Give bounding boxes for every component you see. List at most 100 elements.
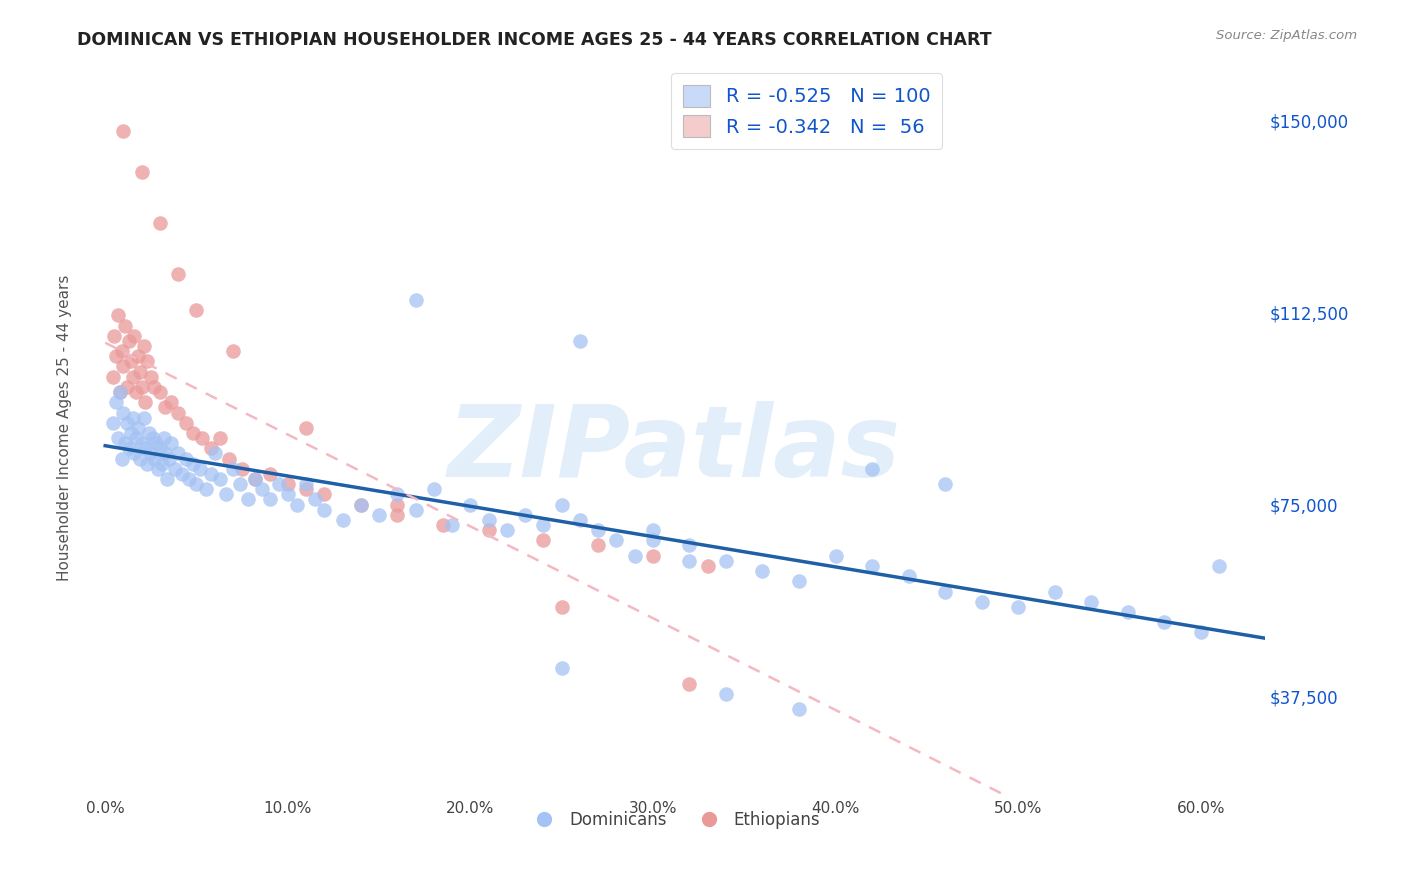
Point [1189,625,1212,640]
Point [120,354,142,368]
Point [787,702,810,716]
Point [295,421,318,435]
Point [405,293,427,307]
Point [787,574,810,589]
Point [149,442,172,456]
Point [252,482,274,496]
Point [350,498,373,512]
Point [550,599,572,614]
Point [970,595,993,609]
Point [157,451,180,466]
Point [332,513,354,527]
Point [128,451,150,466]
Point [127,421,149,435]
Point [143,380,166,394]
Point [678,539,700,553]
Point [136,354,159,368]
Point [678,676,700,690]
Point [243,472,266,486]
Point [200,467,222,481]
Point [167,268,190,282]
Point [112,359,135,374]
Point [641,549,664,563]
Point [167,446,190,460]
Point [149,216,172,230]
Point [134,442,156,456]
Point [131,436,153,450]
Point [387,498,409,512]
Point [139,446,162,460]
Point [160,395,183,409]
Point [111,451,134,466]
Point [586,523,609,537]
Point [267,477,290,491]
Point [139,369,162,384]
Point [204,446,226,460]
Point [478,513,501,527]
Point [108,385,131,400]
Point [531,533,554,548]
Point [114,436,136,450]
Point [155,446,177,460]
Point [513,508,536,522]
Point [107,431,129,445]
Point [460,498,482,512]
Point [387,508,409,522]
Point [314,487,336,501]
Point [934,584,956,599]
Point [200,442,222,456]
Point [586,539,609,553]
Point [150,457,173,471]
Point [132,339,155,353]
Point [568,513,591,527]
Point [149,385,172,400]
Point [623,549,645,563]
Point [1116,605,1139,619]
Point [179,472,201,486]
Point [1007,599,1029,614]
Point [118,334,141,348]
Point [641,533,664,548]
Point [277,477,299,491]
Point [105,349,128,363]
Point [181,457,204,471]
Point [124,328,146,343]
Point [350,498,373,512]
Point [229,477,252,491]
Point [131,380,153,394]
Point [108,385,131,400]
Point [143,451,166,466]
Point [423,482,446,496]
Point [478,523,501,537]
Point [120,425,142,440]
Point [127,349,149,363]
Point [132,410,155,425]
Point [934,477,956,491]
Point [568,334,591,348]
Point [131,165,153,179]
Point [174,416,197,430]
Point [550,498,572,512]
Point [174,451,197,466]
Point [194,482,217,496]
Point [115,380,138,394]
Point [496,523,519,537]
Point [304,492,326,507]
Point [1153,615,1175,630]
Point [387,487,409,501]
Point [112,124,135,138]
Point [860,558,883,573]
Point [101,369,124,384]
Point [186,477,208,491]
Point [824,549,846,563]
Point [142,431,165,445]
Point [128,365,150,379]
Point [696,558,718,573]
Text: DOMINICAN VS ETHIOPIAN HOUSEHOLDER INCOME AGES 25 - 44 YEARS CORRELATION CHART: DOMINICAN VS ETHIOPIAN HOUSEHOLDER INCOM… [77,31,993,49]
Text: ZIPatlas: ZIPatlas [447,401,900,499]
Point [107,309,129,323]
Point [218,451,240,466]
Point [209,472,232,486]
Point [125,431,148,445]
Point [145,436,167,450]
